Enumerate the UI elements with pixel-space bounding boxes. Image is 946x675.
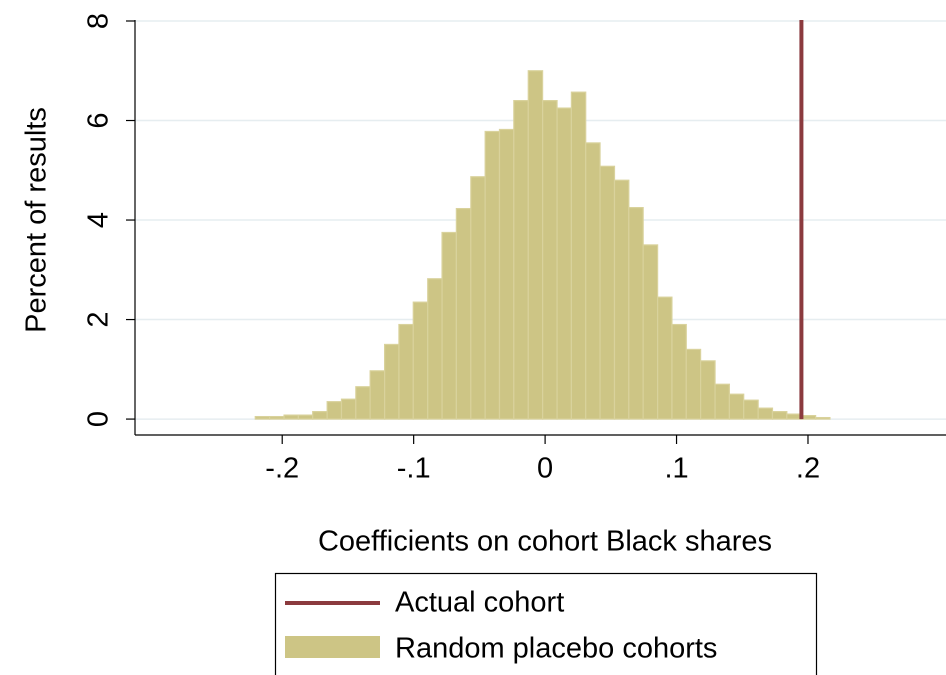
y-axis-title: Percent of results xyxy=(21,107,53,333)
bar xyxy=(613,179,630,420)
legend-box xyxy=(274,572,818,675)
bar xyxy=(484,130,501,420)
bar xyxy=(527,70,544,420)
bar xyxy=(542,100,558,420)
y-tick-label: 4 xyxy=(83,212,115,228)
bar xyxy=(455,207,472,420)
x-tick-label: .2 xyxy=(796,453,820,485)
bar xyxy=(671,323,687,420)
bar xyxy=(771,411,788,420)
bar xyxy=(297,414,314,420)
bar xyxy=(743,399,759,420)
bar xyxy=(427,278,443,420)
bar xyxy=(498,128,515,420)
bar xyxy=(714,383,730,420)
x-tick-label: -.2 xyxy=(265,453,299,485)
bar xyxy=(786,413,802,420)
bar xyxy=(254,415,271,420)
bar xyxy=(283,414,299,420)
bar xyxy=(556,107,572,420)
x-tick-label: .1 xyxy=(664,453,688,485)
bar xyxy=(355,386,371,420)
y-tick-label: 6 xyxy=(83,112,115,128)
bar xyxy=(685,348,702,420)
x-tick-label: -.1 xyxy=(397,453,431,485)
bar xyxy=(268,415,285,420)
y-tick-label: 8 xyxy=(83,13,115,29)
bar xyxy=(585,142,601,420)
bar xyxy=(513,100,529,420)
bar xyxy=(628,206,644,420)
bar xyxy=(398,323,414,420)
legend-swatch-bar xyxy=(285,636,380,658)
bar xyxy=(642,244,659,420)
bar xyxy=(599,165,616,420)
bar xyxy=(699,360,716,420)
y-tick-label: 2 xyxy=(83,311,115,327)
bar xyxy=(470,176,486,420)
legend-label: Random placebo cohorts xyxy=(395,633,717,665)
bar xyxy=(441,231,457,420)
bar xyxy=(384,343,400,420)
bar xyxy=(340,398,357,420)
bar xyxy=(326,401,343,420)
bar xyxy=(757,407,774,420)
bar xyxy=(728,393,745,420)
bar xyxy=(657,296,673,420)
bar xyxy=(312,411,328,420)
bar xyxy=(815,416,831,420)
bar xyxy=(570,91,587,420)
y-tick-label: 0 xyxy=(83,411,115,427)
bar xyxy=(412,301,429,420)
x-axis-title: Coefficients on cohort Black shares xyxy=(318,526,772,558)
legend-label: Actual cohort xyxy=(395,587,564,619)
bar xyxy=(369,370,386,420)
x-tick-label: 0 xyxy=(537,453,553,485)
